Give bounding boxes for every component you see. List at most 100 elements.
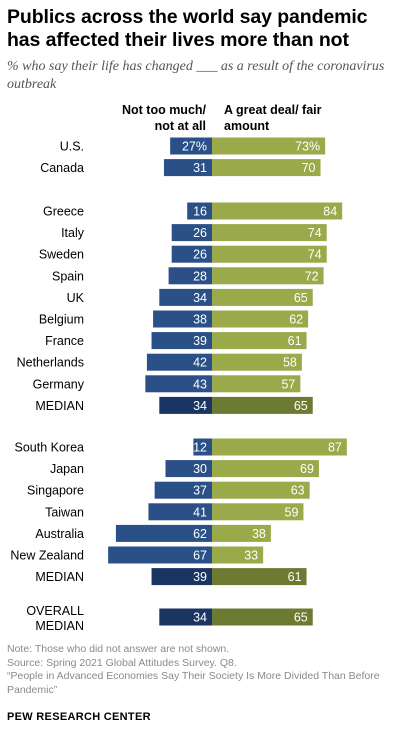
value-label-right: 70 — [302, 161, 316, 175]
bar-left — [159, 608, 212, 626]
value-label-left: 62 — [193, 527, 207, 541]
value-label-right: 65 — [294, 291, 308, 305]
row-label: Japan — [50, 462, 84, 476]
value-label-left: 26 — [193, 248, 207, 262]
value-label-right: 73% — [295, 140, 320, 154]
row-label: Sweden — [39, 248, 84, 262]
value-label-left: 37 — [193, 484, 207, 498]
bar-right — [212, 460, 319, 478]
value-label-left: 39 — [193, 334, 207, 348]
value-label-right: 61 — [288, 570, 302, 584]
bar-right — [212, 267, 324, 285]
value-label-left: 34 — [193, 611, 207, 625]
row-label: Australia — [35, 527, 84, 541]
pew-research-center-credit: PEW RESEARCH CENTER — [7, 711, 151, 723]
bar-left — [148, 503, 212, 521]
row-label: U.S. — [60, 140, 84, 154]
bar-right — [212, 159, 321, 177]
bar-right — [212, 310, 309, 328]
legend-right-label: A great deal/ fair amount — [224, 103, 322, 133]
bar-left — [108, 546, 212, 564]
bar-left — [159, 288, 212, 306]
value-label-left: 42 — [193, 356, 207, 370]
bar-right — [212, 568, 307, 586]
row-label: South Korea — [15, 441, 85, 455]
row-label: France — [45, 334, 84, 348]
value-label-right: 57 — [281, 377, 295, 391]
bar-left — [146, 353, 212, 371]
bar-right — [212, 396, 313, 414]
bar-left — [171, 245, 212, 263]
bar-left — [170, 137, 212, 155]
source-text: Source: Spring 2021 Global Attitudes Sur… — [7, 656, 237, 669]
value-label-right: 74 — [308, 248, 322, 262]
value-label-right: 74 — [308, 226, 322, 240]
bar-right — [212, 224, 327, 242]
value-label-left: 28 — [193, 269, 207, 283]
value-label-left: 34 — [193, 291, 207, 305]
row-label: Singapore — [27, 484, 84, 498]
bar-left — [145, 375, 212, 393]
chart-subtitle: % who say their life has changed ___ as … — [7, 59, 385, 92]
bar-right — [212, 608, 313, 626]
bar-left — [159, 396, 212, 414]
value-label-left: 39 — [193, 570, 207, 584]
bar-right — [212, 375, 301, 393]
value-label-left: 27% — [182, 140, 207, 154]
value-label-left: 43 — [193, 377, 207, 391]
bar-left — [193, 438, 212, 456]
row-label: Belgium — [39, 313, 84, 327]
report-title-text: “People in Advanced Economies Say Their … — [7, 670, 380, 696]
bar-left — [163, 159, 212, 177]
row-label: Italy — [61, 226, 85, 240]
value-label-right: 38 — [252, 527, 266, 541]
row-label: Netherlands — [17, 356, 84, 370]
bar-left — [154, 481, 212, 499]
note-text: Note: Those who did not answer are not s… — [7, 643, 230, 655]
value-label-left: 38 — [193, 313, 207, 327]
row-label: MEDIAN — [35, 619, 84, 633]
value-label-right: 65 — [294, 611, 308, 625]
value-label-left: 30 — [193, 462, 207, 476]
value-label-right: 87 — [328, 441, 342, 455]
row-label: UK — [67, 291, 85, 305]
notes-block: Note: Those who did not answer are not s… — [7, 643, 397, 697]
value-label-left: 12 — [193, 441, 207, 455]
bar-left — [168, 267, 212, 285]
value-label-right: 59 — [285, 505, 299, 519]
legend-left-label: Not too much/ not at all — [121, 103, 206, 133]
value-label-right: 84 — [323, 205, 337, 219]
bar-right — [212, 245, 327, 263]
value-label-left: 34 — [193, 399, 207, 413]
bar-right — [212, 288, 313, 306]
bar-left — [151, 332, 212, 350]
value-label-right: 65 — [294, 399, 308, 413]
chart-title: Publics across the world say pandemic ha… — [7, 6, 368, 51]
bar-left — [171, 224, 212, 242]
row-label: Canada — [40, 161, 84, 175]
bar-right — [212, 353, 302, 371]
row-label: Spain — [52, 269, 84, 283]
row-label: MEDIAN — [35, 570, 84, 584]
row-label: MEDIAN — [35, 399, 84, 413]
row-label: New Zealand — [10, 549, 84, 563]
value-label-left: 41 — [193, 505, 207, 519]
diverging-bar-chart: 27% 73% U.S. 31 70 Canada 16 84 Greece 26 74 Italy 2… — [10, 137, 347, 633]
value-label-left: 16 — [193, 205, 207, 219]
value-label-right: 58 — [283, 356, 297, 370]
bar-right — [212, 438, 347, 456]
value-label-right: 69 — [300, 462, 314, 476]
bar-left — [165, 460, 212, 478]
bar-right — [212, 546, 264, 564]
bar-right — [212, 481, 310, 499]
row-label: Taiwan — [45, 505, 84, 519]
bar-left — [115, 524, 212, 542]
bar-right — [212, 503, 304, 521]
bar-right — [212, 202, 343, 220]
value-label-left: 26 — [193, 226, 207, 240]
bar-right — [212, 332, 307, 350]
value-label-right: 63 — [291, 484, 305, 498]
bar-left — [153, 310, 212, 328]
value-label-right: 61 — [288, 334, 302, 348]
bar-left — [187, 202, 212, 220]
